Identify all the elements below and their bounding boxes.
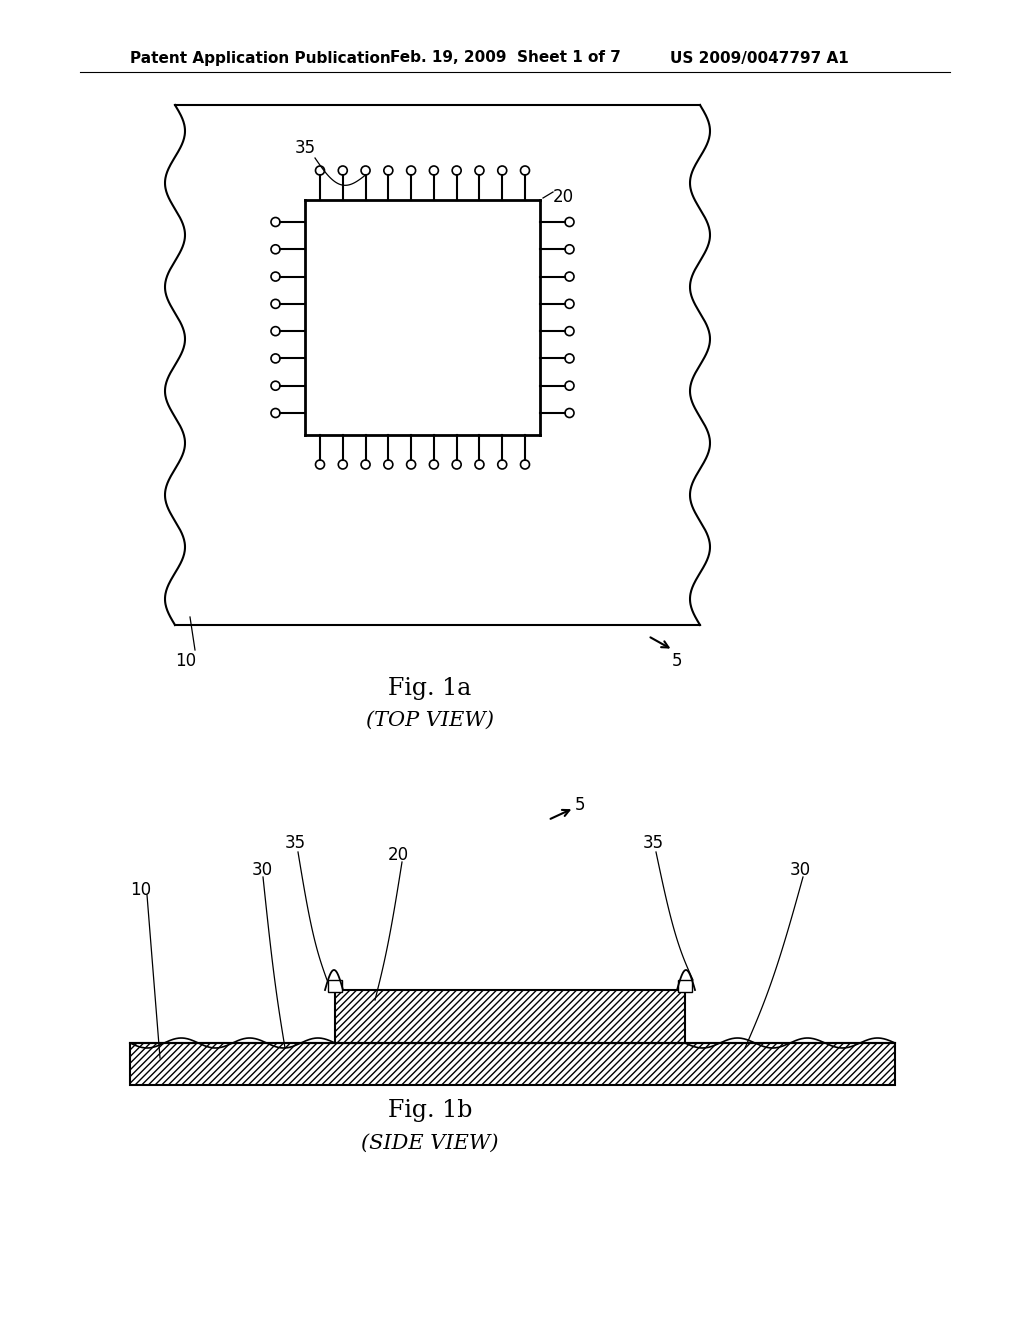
Text: Fig. 1b: Fig. 1b xyxy=(388,1098,472,1122)
Text: 35: 35 xyxy=(285,834,306,851)
Text: 35: 35 xyxy=(295,139,316,157)
Text: 10: 10 xyxy=(175,652,197,671)
Bar xyxy=(328,979,342,993)
Text: Patent Application Publication: Patent Application Publication xyxy=(130,50,391,66)
Text: US 2009/0047797 A1: US 2009/0047797 A1 xyxy=(670,50,849,66)
Text: 5: 5 xyxy=(672,652,683,671)
Text: 20: 20 xyxy=(388,846,410,865)
Text: Feb. 19, 2009  Sheet 1 of 7: Feb. 19, 2009 Sheet 1 of 7 xyxy=(390,50,621,66)
Bar xyxy=(130,1043,895,1085)
Text: 10: 10 xyxy=(130,880,152,899)
Text: 35: 35 xyxy=(643,834,665,851)
Text: 30: 30 xyxy=(252,861,273,879)
Text: 20: 20 xyxy=(553,187,574,206)
Text: 30: 30 xyxy=(790,861,811,879)
Bar xyxy=(335,990,685,1043)
Text: (TOP VIEW): (TOP VIEW) xyxy=(366,710,494,730)
Bar xyxy=(678,979,692,993)
Text: (SIDE VIEW): (SIDE VIEW) xyxy=(361,1134,499,1152)
Text: 5: 5 xyxy=(575,796,586,814)
Text: Fig. 1a: Fig. 1a xyxy=(388,676,472,700)
